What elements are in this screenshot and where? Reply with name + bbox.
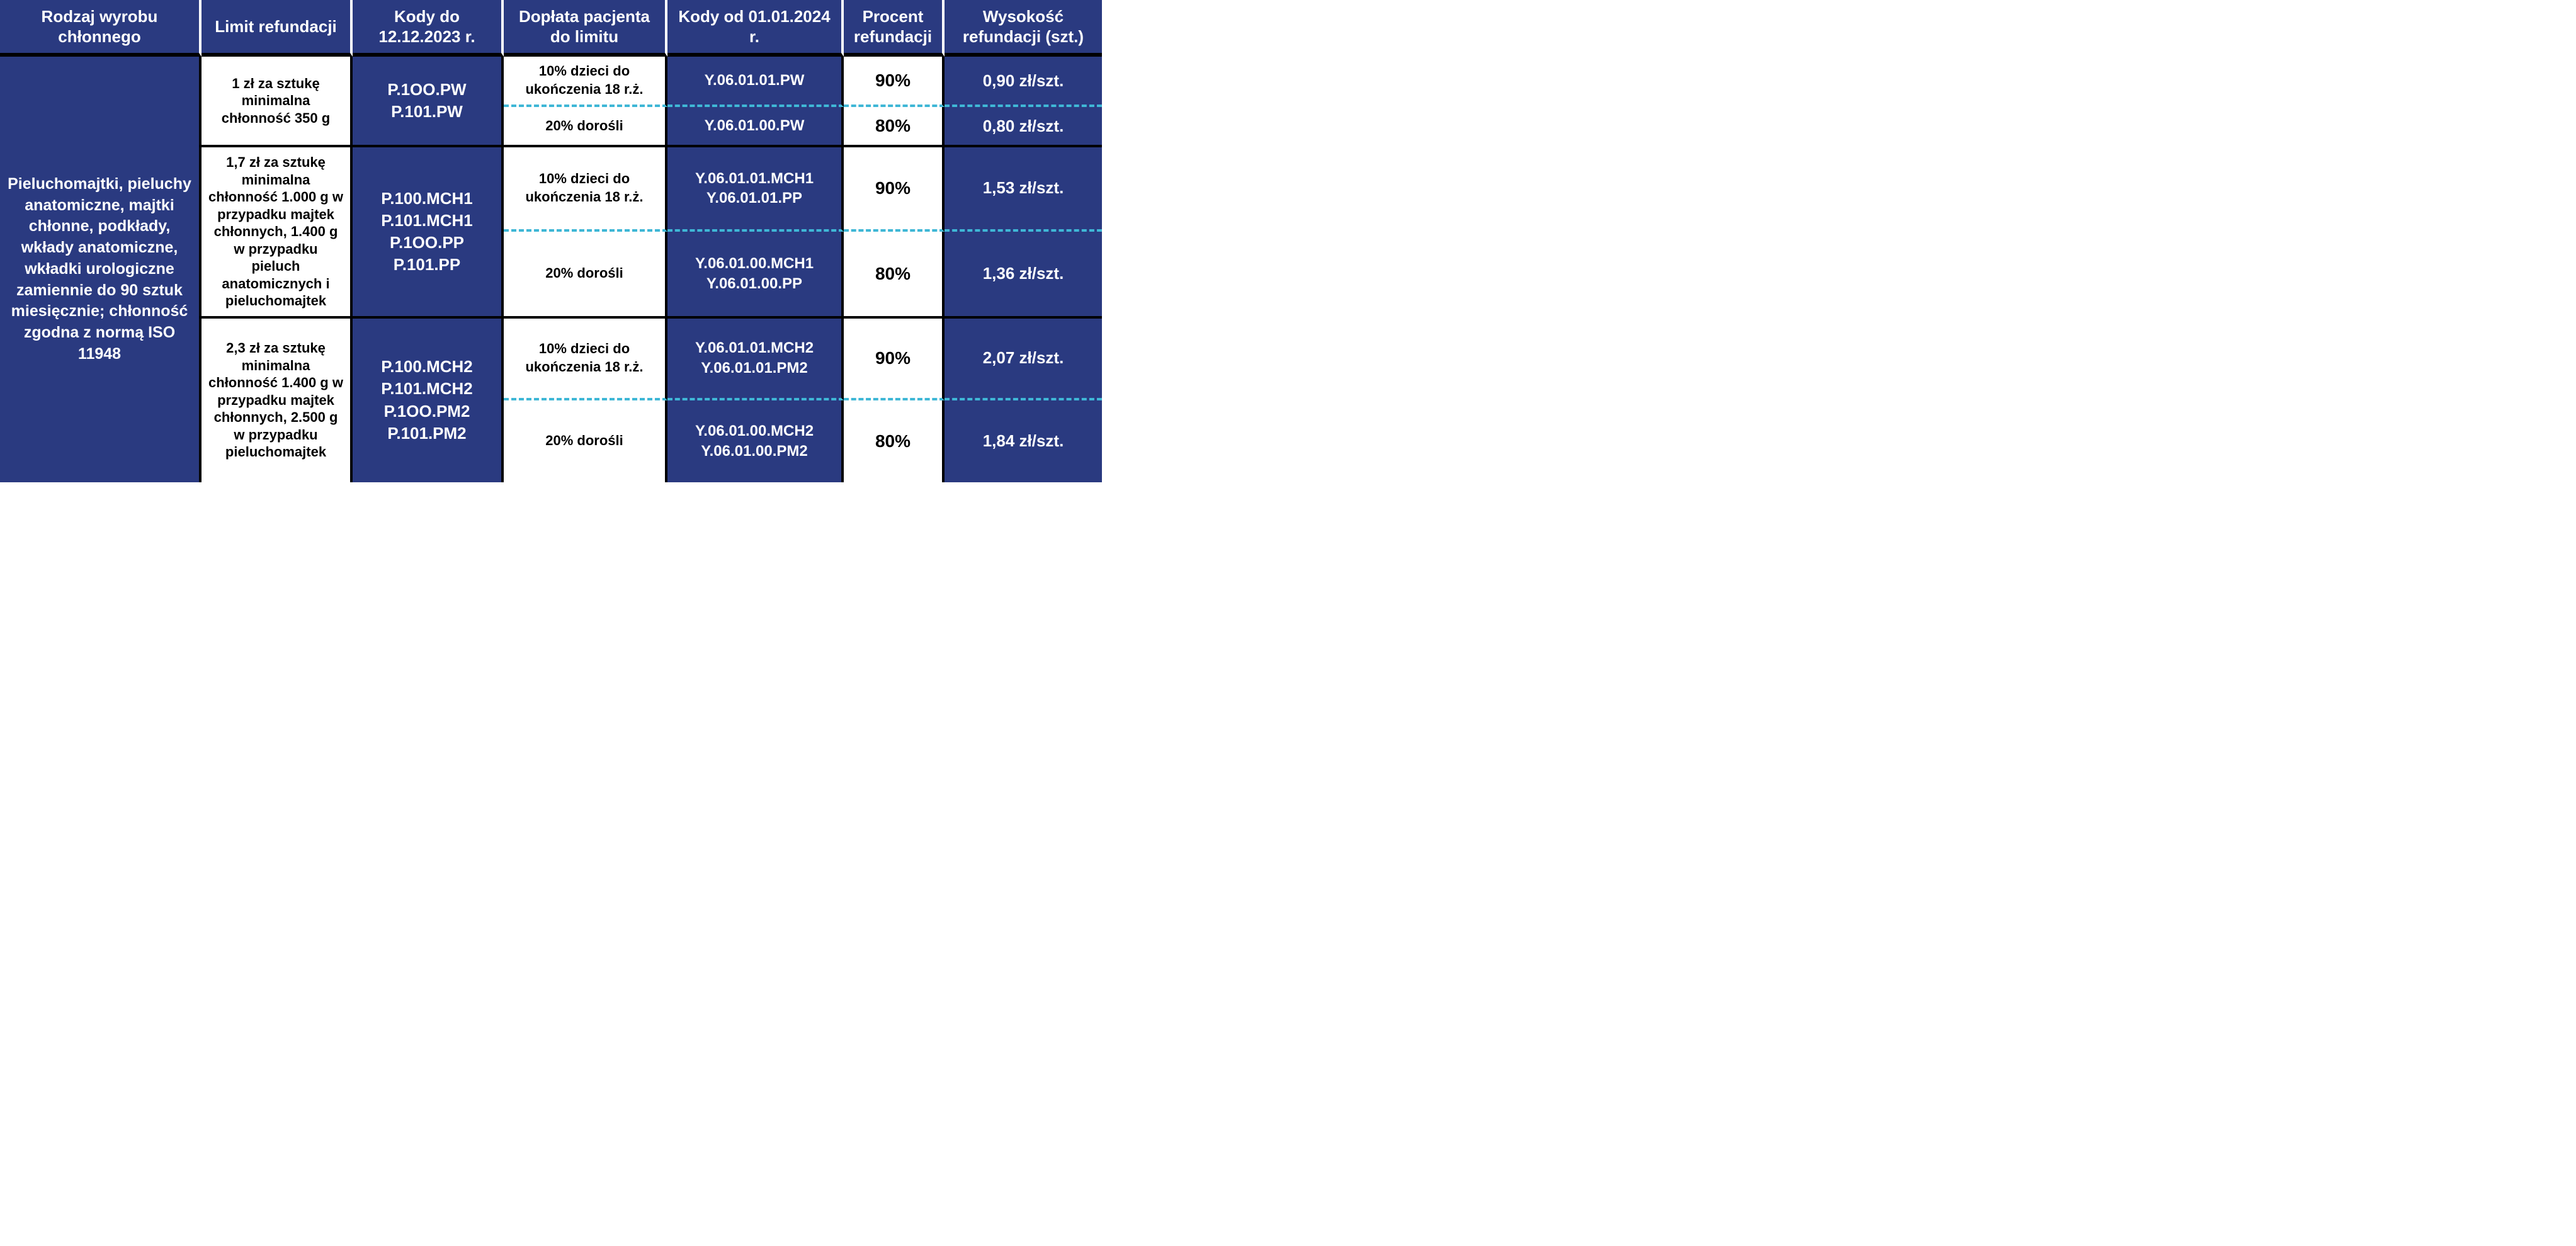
limit-cell: 1,7 zł za sztukę minimalna chłonność 1.0…: [201, 147, 353, 316]
percent-bottom: 80%: [844, 400, 945, 482]
amount-bottom: 0,80 zł/szt.: [945, 107, 1102, 145]
new-codes-top: Y.06.01.01.MCH2 Y.06.01.01.PM2: [667, 319, 844, 400]
product-type-cell: Pieluchomajtki, pieluchy anatomiczne, ma…: [0, 57, 201, 482]
header-percent: Procent refundacji: [844, 0, 945, 57]
amount-bottom: 1,84 zł/szt.: [945, 400, 1102, 482]
percent-bottom: 80%: [844, 107, 945, 145]
new-codes-top: Y.06.01.01.MCH1 Y.06.01.01.PP: [667, 147, 844, 232]
header-amount: Wysokość refundacji (szt.): [945, 0, 1102, 57]
new-codes-bottom: Y.06.01.00.PW: [667, 107, 844, 145]
percent-top: 90%: [844, 57, 945, 107]
group-row-1: 1 zł za sztukę minimalna chłonność 350 g…: [201, 57, 1102, 147]
percent-bottom: 80%: [844, 232, 945, 316]
new-codes-bottom: Y.06.01.00.MCH2 Y.06.01.00.PM2: [667, 400, 844, 482]
copay-bottom: 20% dorośli: [504, 400, 667, 482]
header-limit: Limit refundacji: [201, 0, 353, 57]
copay-bottom: 20% dorośli: [504, 107, 667, 145]
copay-top: 10% dzieci do ukończenia 18 r.ż.: [504, 319, 667, 400]
copay-bottom: 20% dorośli: [504, 232, 667, 316]
header-old-codes: Kody do 12.12.2023 r.: [353, 0, 504, 57]
reimbursement-table: Rodzaj wyrobu chłonnego Limit refundacji…: [0, 0, 1102, 482]
limit-cell: 1 zł za sztukę minimalna chłonność 350 g: [201, 57, 353, 145]
limit-cell: 2,3 zł za sztukę minimalna chłonność 1.4…: [201, 319, 353, 482]
amount-top: 1,53 zł/szt.: [945, 147, 1102, 232]
header-product-type: Rodzaj wyrobu chłonnego: [0, 0, 201, 57]
group-row-2: 1,7 zł za sztukę minimalna chłonność 1.0…: [201, 147, 1102, 319]
percent-top: 90%: [844, 147, 945, 232]
amount-top: 0,90 zł/szt.: [945, 57, 1102, 107]
new-codes-top: Y.06.01.01.PW: [667, 57, 844, 107]
percent-top: 90%: [844, 319, 945, 400]
header-new-codes: Kody od 01.01.2024 r.: [667, 0, 844, 57]
copay-top: 10% dzieci do ukończenia 18 r.ż.: [504, 147, 667, 232]
amount-bottom: 1,36 zł/szt.: [945, 232, 1102, 316]
old-codes-cell: P.100.MCH1 P.101.MCH1 P.1OO.PP P.101.PP: [353, 147, 504, 316]
header-copay: Dopłata pacjenta do limitu: [504, 0, 667, 57]
old-codes-cell: P.1OO.PW P.101.PW: [353, 57, 504, 145]
amount-top: 2,07 zł/szt.: [945, 319, 1102, 400]
copay-top: 10% dzieci do ukończenia 18 r.ż.: [504, 57, 667, 107]
group-row-3: 2,3 zł za sztukę minimalna chłonność 1.4…: [201, 319, 1102, 482]
new-codes-bottom: Y.06.01.00.MCH1 Y.06.01.00.PP: [667, 232, 844, 316]
old-codes-cell: P.100.MCH2 P.101.MCH2 P.1OO.PM2 P.101.PM…: [353, 319, 504, 482]
